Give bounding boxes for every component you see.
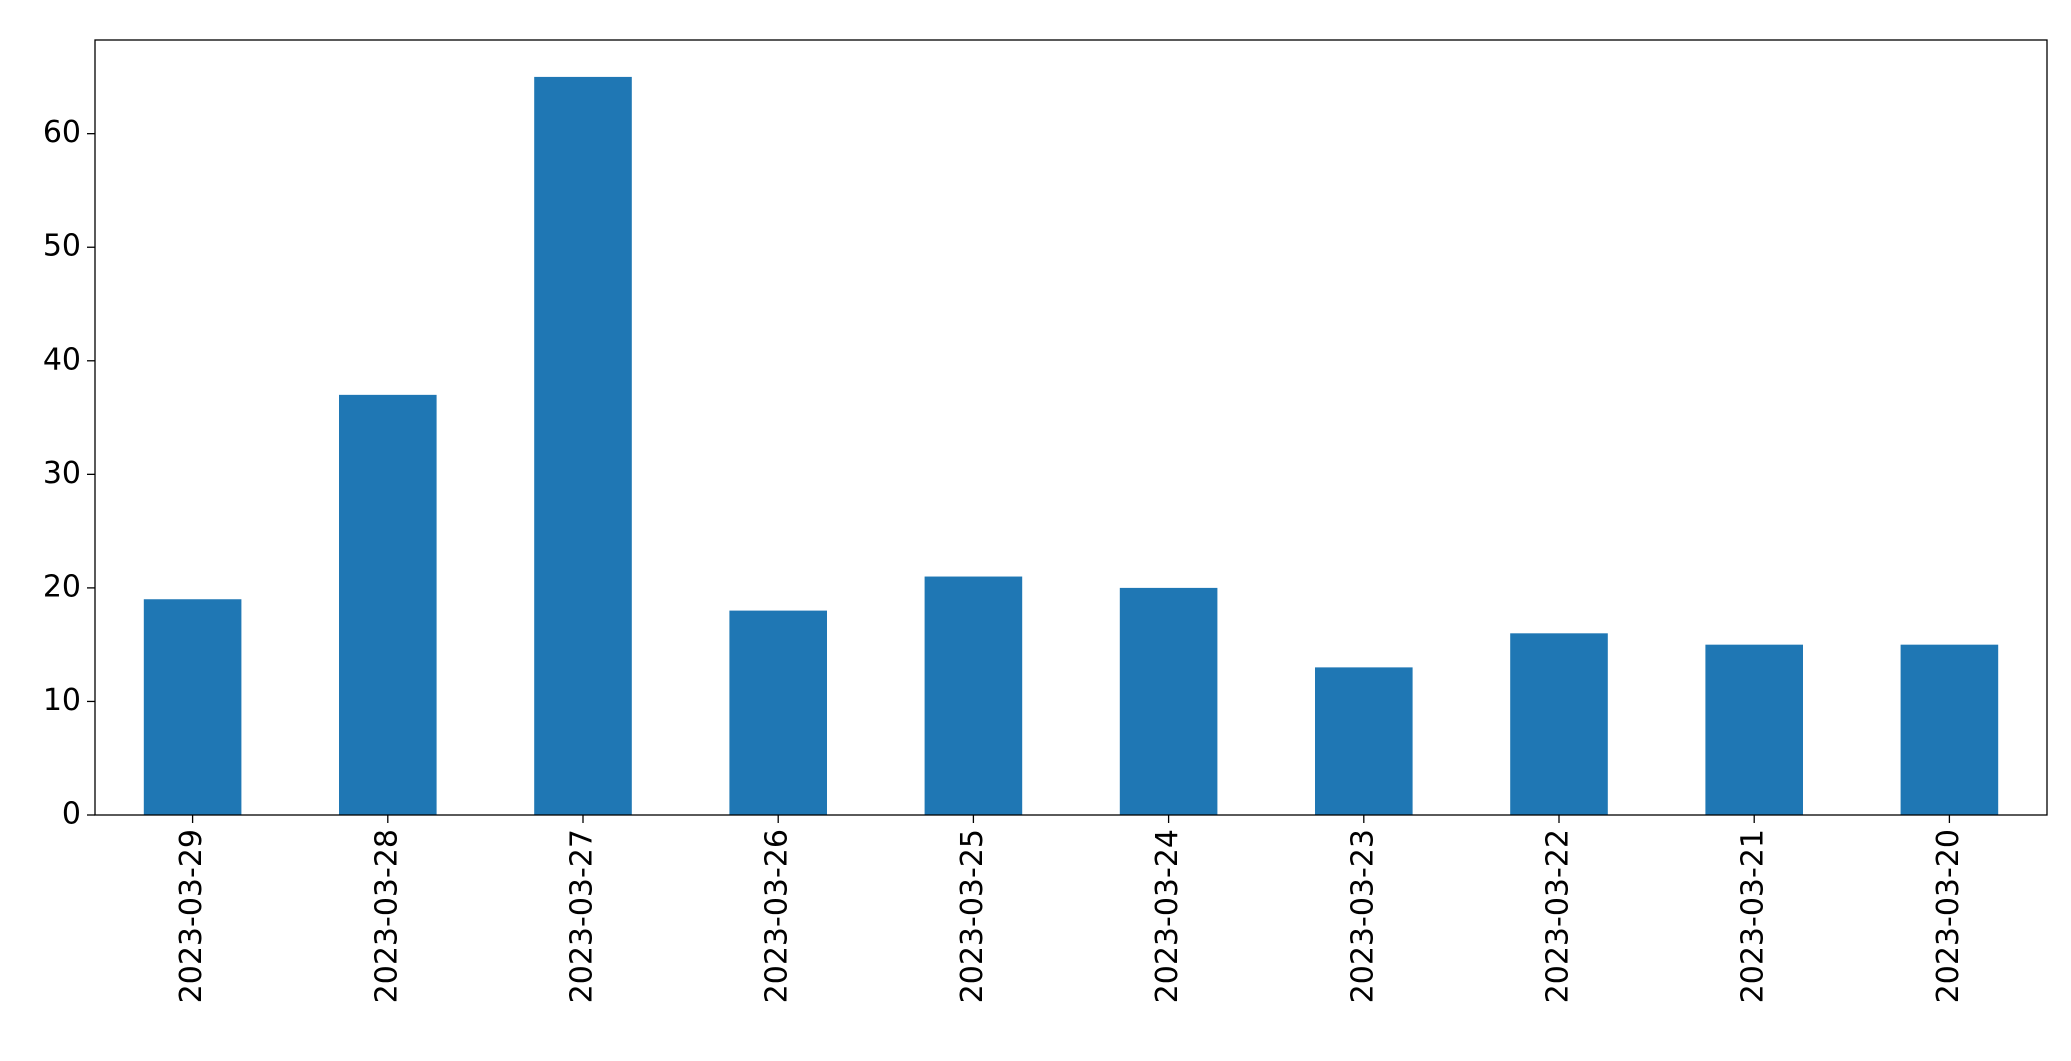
y-tick-label: 60	[43, 115, 81, 150]
bar	[1510, 633, 1608, 815]
x-tick-label: 2023-03-27	[565, 829, 600, 1003]
x-tick-label: 2023-03-22	[1541, 829, 1576, 1003]
bar	[1900, 644, 1999, 815]
plot-frame	[94, 39, 2048, 816]
y-tick-label: 50	[43, 229, 81, 264]
bar	[534, 76, 632, 815]
x-tick-label: 2023-03-26	[760, 829, 795, 1003]
bar	[339, 394, 437, 815]
x-tick-label: 2023-03-20	[1931, 829, 1966, 1003]
y-tick-label: 40	[43, 342, 81, 377]
x-tick-label: 2023-03-29	[174, 829, 209, 1003]
y-tick-label: 0	[62, 797, 81, 832]
x-tick-label: 2023-03-28	[369, 829, 404, 1003]
bar	[1705, 644, 1803, 815]
bar	[143, 599, 242, 815]
x-tick-label: 2023-03-24	[1150, 829, 1185, 1003]
x-tick-label: 2023-03-21	[1736, 829, 1771, 1003]
bar	[1315, 667, 1413, 815]
x-tick-label: 2023-03-23	[1345, 829, 1380, 1003]
bar	[924, 576, 1023, 815]
y-tick-label: 10	[43, 683, 81, 718]
y-tick-label: 30	[43, 456, 81, 491]
y-tick-label: 20	[43, 569, 81, 604]
bar	[729, 610, 827, 815]
bar	[1119, 587, 1218, 815]
x-tick-label: 2023-03-25	[955, 829, 990, 1003]
